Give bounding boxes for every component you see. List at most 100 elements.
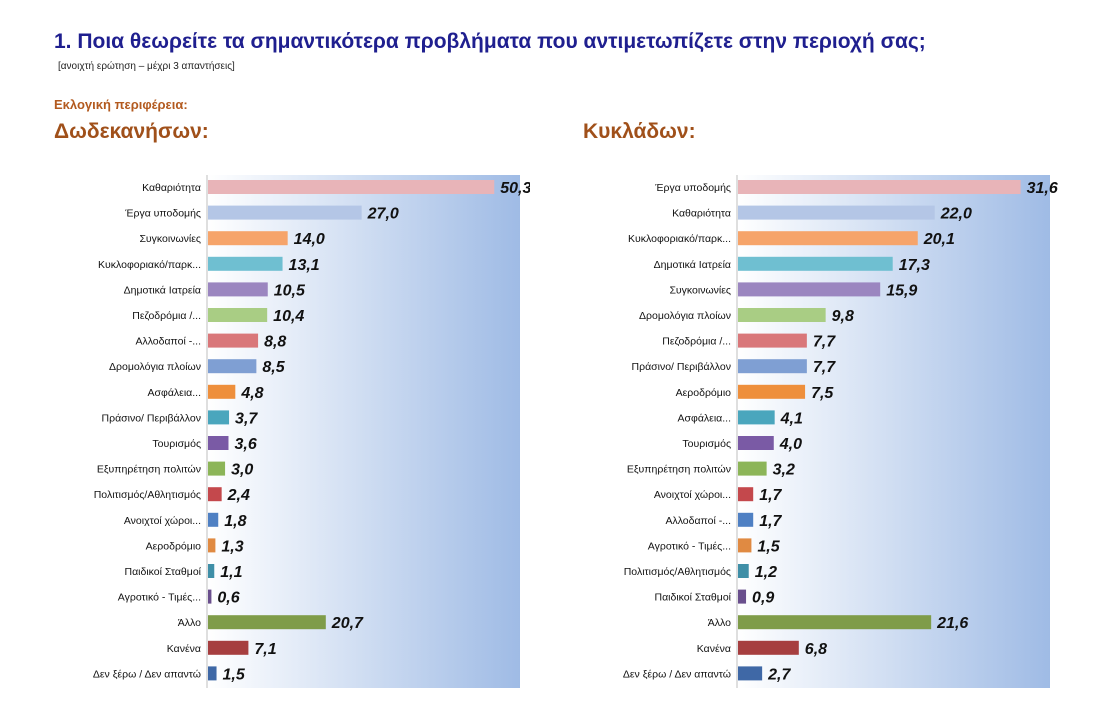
category-label: Καθαριότητα bbox=[672, 208, 731, 220]
data-label: 3,7 bbox=[235, 410, 258, 427]
category-label: Πεζοδρόμια /... bbox=[662, 336, 731, 348]
data-label: 4,1 bbox=[780, 410, 803, 427]
bar bbox=[738, 640, 799, 655]
data-label: 27,0 bbox=[367, 206, 399, 223]
category-label: Δημοτικά Ιατρεία bbox=[124, 284, 201, 296]
category-label: Δημοτικά Ιατρεία bbox=[654, 259, 731, 271]
bar bbox=[208, 180, 495, 194]
bar bbox=[208, 615, 326, 630]
bar bbox=[208, 205, 362, 220]
category-label: Εξυπηρέτηση πολιτών bbox=[97, 464, 201, 476]
data-label: 3,0 bbox=[231, 462, 253, 479]
data-label: 13,1 bbox=[289, 257, 320, 274]
data-label: 17,3 bbox=[899, 257, 930, 274]
data-label: 1,2 bbox=[755, 564, 777, 581]
bar bbox=[208, 436, 229, 450]
data-label: 8,5 bbox=[262, 359, 285, 376]
category-label: Παιδικοί Σταθμοί bbox=[125, 566, 202, 578]
data-label: 0,6 bbox=[217, 590, 239, 607]
data-label: 3,2 bbox=[773, 462, 795, 479]
data-label: 20,1 bbox=[923, 231, 955, 248]
data-label: 1,5 bbox=[757, 538, 780, 555]
bar bbox=[208, 512, 219, 527]
category-label: Δεν ξέρω / Δεν απαντώ bbox=[623, 668, 731, 680]
data-label: 8,8 bbox=[264, 334, 286, 351]
category-label: Άλλο bbox=[178, 617, 201, 629]
category-label: Τουρισμός bbox=[682, 438, 731, 450]
category-label: Αεροδρόμιο bbox=[676, 387, 732, 399]
bar bbox=[738, 615, 932, 630]
chart-title-dodecanese: Δωδεκανήσων: bbox=[54, 120, 209, 143]
data-label: 1,5 bbox=[223, 666, 246, 683]
region-label: Εκλογική περιφέρεια: bbox=[54, 97, 188, 112]
category-label: Αγροτικό - Τιμές... bbox=[648, 540, 731, 552]
bar bbox=[208, 333, 259, 348]
category-label: Συγκοινωνίες bbox=[669, 284, 731, 296]
data-label: 4,8 bbox=[240, 385, 263, 402]
bar bbox=[738, 333, 807, 348]
data-label: 0,9 bbox=[752, 590, 774, 607]
data-label: 7,7 bbox=[813, 359, 836, 376]
category-label: Συγκοινωνίες bbox=[139, 233, 201, 245]
category-label: Κανένα bbox=[167, 643, 201, 655]
data-label: 3,6 bbox=[234, 436, 256, 453]
data-label: 6,8 bbox=[805, 641, 827, 658]
bar bbox=[208, 410, 230, 425]
bar bbox=[208, 564, 215, 578]
category-label: Εξυπηρέτηση πολιτών bbox=[627, 464, 731, 476]
bar-chart-dodecanese: Καθαριότητα 50,3 Έργα υποδομής 27,0 Συγκοινω… bbox=[93, 175, 530, 688]
page-subtitle: [ανοιχτή ερώτηση – μέχρι 3 απαντήσεις] bbox=[58, 61, 235, 72]
bar bbox=[208, 384, 236, 399]
category-label: Καθαριότητα bbox=[142, 182, 201, 194]
category-label: Κυκλοφοριακό/παρκ... bbox=[98, 259, 201, 271]
data-label: 1,7 bbox=[759, 513, 782, 530]
category-label: Δρομολόγια πλοίων bbox=[109, 361, 201, 373]
chart-title-cyclades: Κυκλάδων: bbox=[583, 120, 696, 143]
bar bbox=[738, 308, 826, 322]
bar bbox=[208, 231, 288, 246]
data-label: 7,5 bbox=[811, 385, 834, 402]
category-label: Δεν ξέρω / Δεν απαντώ bbox=[93, 668, 201, 680]
bar bbox=[208, 256, 283, 271]
category-label: Αγροτικό - Τιμές... bbox=[118, 592, 201, 604]
category-label: Δρομολόγια πλοίων bbox=[639, 310, 731, 322]
category-label: Κανένα bbox=[697, 643, 731, 655]
data-label: 7,7 bbox=[813, 334, 836, 351]
category-label: Αεροδρόμιο bbox=[146, 540, 202, 552]
bar bbox=[738, 410, 775, 425]
plot-background bbox=[207, 175, 520, 688]
bar bbox=[738, 180, 1021, 194]
data-label: 31,6 bbox=[1027, 180, 1058, 197]
data-label: 1,8 bbox=[224, 513, 246, 530]
category-label: Έργα υποδομής bbox=[124, 208, 201, 220]
category-label: Πεζοδρόμια /... bbox=[132, 310, 201, 322]
category-label: Πολιτισμός/Αθλητισμός bbox=[94, 489, 201, 501]
data-label: 10,5 bbox=[274, 282, 306, 299]
bar bbox=[738, 538, 752, 553]
data-label: 10,4 bbox=[273, 308, 304, 325]
bar bbox=[738, 384, 806, 399]
data-label: 4,0 bbox=[779, 436, 802, 453]
bar bbox=[208, 359, 257, 374]
bar bbox=[738, 256, 893, 271]
bar bbox=[738, 205, 935, 220]
category-label: Έργα υποδομής bbox=[654, 182, 731, 194]
data-label: 1,7 bbox=[759, 487, 782, 504]
category-label: Ασφάλεια... bbox=[148, 387, 201, 399]
data-label: 7,1 bbox=[254, 641, 276, 658]
data-label: 2,4 bbox=[227, 487, 250, 504]
data-label: 50,3 bbox=[500, 180, 530, 197]
bar bbox=[208, 666, 217, 681]
bar bbox=[738, 282, 881, 297]
bar bbox=[738, 461, 767, 476]
bar bbox=[738, 436, 774, 450]
category-label: Άλλο bbox=[708, 617, 731, 629]
bar bbox=[738, 564, 749, 578]
data-label: 1,1 bbox=[220, 564, 242, 581]
category-label: Πολιτισμός/Αθλητισμός bbox=[624, 566, 731, 578]
category-label: Τουρισμός bbox=[152, 438, 201, 450]
category-label: Ανοιχτοί χώροι... bbox=[654, 489, 731, 501]
bar bbox=[738, 666, 763, 681]
bar bbox=[208, 589, 212, 604]
bar bbox=[208, 640, 249, 655]
